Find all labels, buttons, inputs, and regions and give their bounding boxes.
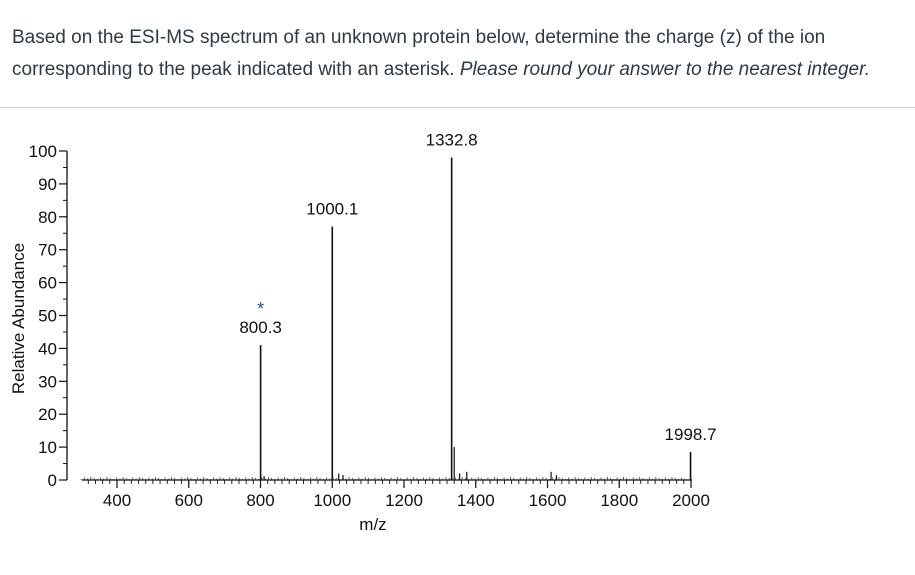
- x-tick-label: 800: [246, 491, 274, 510]
- question-prompt: Based on the ESI-MS spectrum of an unkno…: [12, 27, 826, 80]
- peak-label-1000.1: 1000.1: [306, 200, 358, 219]
- peak-label-1998.7: 1998.7: [665, 425, 717, 444]
- y-tick-label: 70: [38, 241, 57, 260]
- y-tick-label: 60: [38, 274, 57, 293]
- y-tick-label: 0: [48, 471, 57, 490]
- y-tick-label: 30: [38, 372, 57, 391]
- y-tick-label: 20: [38, 405, 57, 424]
- divider: [0, 107, 915, 108]
- x-tick-label: 1000: [313, 491, 351, 510]
- peak-label-1332.8: 1332.8: [426, 131, 478, 150]
- y-tick-label: 10: [38, 438, 57, 457]
- x-tick-label: 1600: [529, 491, 567, 510]
- question-instruction: Please round your answer to the nearest …: [459, 59, 870, 80]
- x-tick-label: 1400: [457, 491, 495, 510]
- x-tick-label: 1200: [385, 491, 423, 510]
- peak-label-800.3: 800.3: [239, 318, 282, 337]
- y-axis-label: Relative Abundance: [9, 243, 28, 394]
- x-tick-label: 600: [175, 491, 203, 510]
- y-tick-label: 40: [38, 339, 57, 358]
- y-tick-label: 80: [38, 208, 57, 227]
- y-tick-label: 100: [29, 142, 57, 161]
- x-axis-label: m/z: [359, 515, 386, 534]
- x-tick-label: 1800: [600, 491, 638, 510]
- question-text: Based on the ESI-MS spectrum of an unkno…: [12, 22, 892, 86]
- x-tick-label: 400: [103, 491, 131, 510]
- x-tick-label: 2000: [672, 491, 710, 510]
- y-tick-label: 50: [38, 307, 57, 326]
- y-tick-label: 90: [38, 175, 57, 194]
- asterisk-marker: *: [257, 299, 264, 319]
